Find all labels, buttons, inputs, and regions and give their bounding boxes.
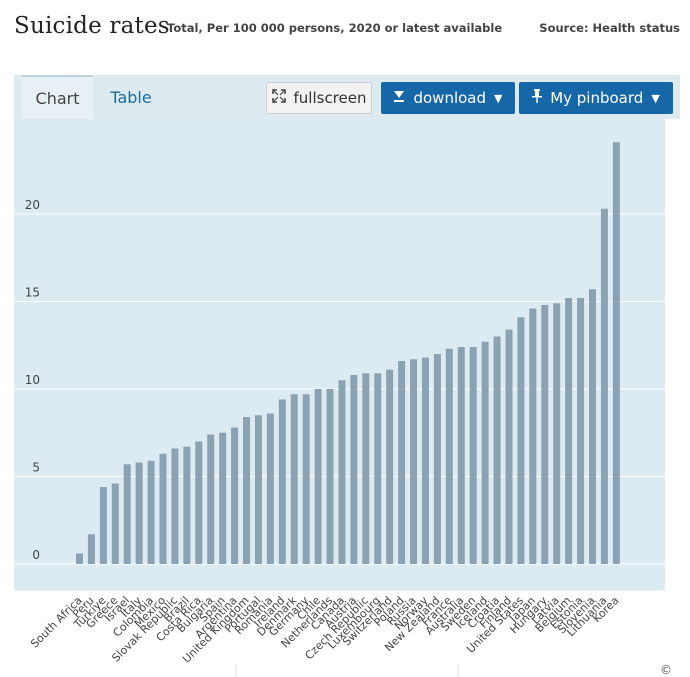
bar: [231, 427, 239, 564]
y-tick-label: 0: [32, 548, 40, 562]
fullscreen-icon: [271, 89, 286, 107]
bar: [76, 553, 83, 564]
pin-icon: [532, 89, 543, 107]
bar: [553, 303, 561, 564]
y-tick-label: 5: [32, 461, 40, 475]
bar: [111, 483, 119, 564]
bar: [278, 399, 286, 564]
pinboard-label: My pinboard: [550, 89, 644, 107]
bar: [588, 289, 596, 564]
bar: [541, 305, 549, 564]
y-tick-label: 15: [25, 286, 40, 300]
bar: [87, 534, 95, 564]
bar: [600, 208, 608, 564]
source-label: Source: Health status: [539, 21, 680, 35]
bar: [135, 462, 143, 564]
bar: [350, 375, 358, 564]
copyright-mark: ©: [660, 663, 672, 677]
y-tick-label: 10: [25, 373, 40, 387]
bar: [374, 373, 382, 564]
bar: [398, 361, 406, 564]
bar: [147, 460, 155, 564]
bar: [314, 389, 322, 564]
tab-table[interactable]: Table: [110, 87, 152, 107]
page-title: Suicide rates: [14, 13, 170, 39]
bar: [410, 359, 418, 564]
bar: [195, 441, 203, 564]
download-icon: [393, 90, 405, 107]
download-label: download: [413, 89, 487, 107]
fullscreen-button[interactable]: fullscreen: [266, 82, 372, 114]
bar: [207, 434, 215, 564]
fullscreen-label: fullscreen: [293, 89, 367, 107]
bar: [577, 298, 585, 564]
bar: [421, 357, 429, 564]
bar: [505, 329, 513, 564]
pinboard-button[interactable]: My pinboard ▼: [519, 82, 673, 114]
bar: [254, 415, 262, 564]
bar: [612, 142, 620, 564]
chart-panel: Chart Table fullscreen download ▼: [14, 75, 680, 677]
bar: [529, 308, 537, 564]
caret-down-icon: ▼: [651, 91, 660, 105]
bar: [386, 369, 394, 564]
bar: [362, 373, 370, 564]
bar: [123, 464, 131, 564]
bar: [302, 394, 310, 564]
y-tick-label: 20: [25, 198, 40, 212]
bar: [493, 336, 501, 564]
tab-chart[interactable]: Chart: [22, 75, 93, 119]
bar: [159, 453, 167, 564]
bar: [290, 394, 298, 564]
page-subtitle: Total, Per 100 000 persons, 2020 or late…: [167, 21, 503, 35]
bar: [517, 317, 525, 564]
bar: [266, 413, 274, 564]
bar: [481, 341, 489, 564]
bar: [183, 446, 191, 564]
bar: [469, 347, 477, 564]
caret-down-icon: ▼: [494, 91, 503, 105]
bar: [243, 417, 251, 564]
bar: [171, 448, 179, 564]
bar: [99, 487, 107, 564]
bar: [326, 389, 334, 564]
bar: [219, 432, 227, 564]
bar: [565, 298, 573, 564]
bar: [445, 348, 453, 564]
download-button[interactable]: download ▼: [381, 82, 515, 114]
bar: [338, 380, 346, 564]
bar: [433, 354, 441, 564]
bar: [457, 347, 465, 564]
